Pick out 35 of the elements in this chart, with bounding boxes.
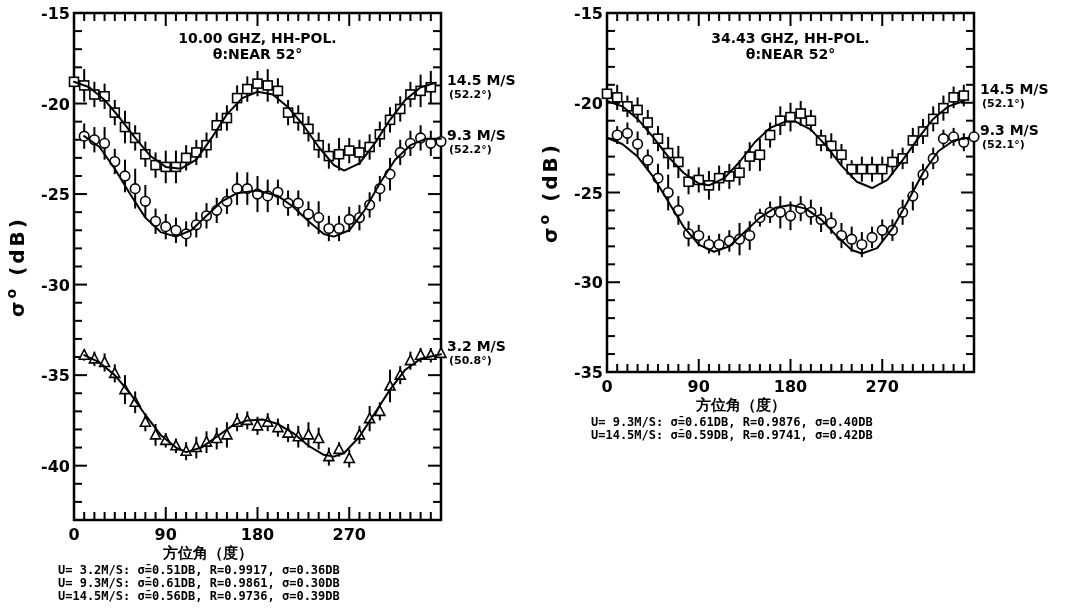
y-tick-label: -20 <box>41 94 70 114</box>
text: U= 9.3M/S: σ̄=0.61DB, R=0.9876, σ=0.40DB <box>591 415 873 429</box>
x-tick-label: 180 <box>240 525 275 544</box>
x-tick-label: 0 <box>601 377 613 396</box>
x-tick-label: 270 <box>332 525 366 544</box>
y-tick-label: -35 <box>574 363 603 382</box>
x-axis-title: 方位角（度） <box>161 544 253 562</box>
text: θ:NEAR 52° <box>212 46 303 62</box>
x-tick-label: 0 <box>68 525 80 544</box>
x-tick-label: 90 <box>154 525 177 544</box>
legend-label: 14.5 M/S (52.2°) <box>447 72 516 102</box>
text: θ:NEAR 52° <box>745 46 836 62</box>
x-tick-label: 90 <box>687 377 710 396</box>
text: U=14.5M/S: σ̄=0.56DB, R=0.9736, σ=0.39DB <box>58 589 340 603</box>
y-tick-label: -15 <box>41 4 70 23</box>
text: 10.00 GHZ, HH-POL. <box>178 30 337 46</box>
y-tick-label: -40 <box>41 456 70 476</box>
text: U= 9.3M/S: σ̄=0.61DB, R=0.9861, σ=0.30DB <box>58 576 340 590</box>
x-axis-title: 方位角（度） <box>694 396 786 414</box>
legend-label: 9.3 M/S (52.2°) <box>447 126 506 156</box>
legend-label: 9.3 M/S (52.1°) <box>980 121 1039 151</box>
x-tick-label: 180 <box>773 377 808 396</box>
text: 34.43 GHZ, HH-POL. <box>711 30 870 46</box>
text: U=14.5M/S: σ̄=0.59DB, R=0.9741, σ=0.42DB <box>591 428 873 442</box>
y-tick-label: -35 <box>41 366 70 386</box>
y-tick-label: -20 <box>574 93 603 113</box>
text: U= 3.2M/S: σ̄=0.51DB, R=0.9917, σ=0.36DB <box>58 563 340 577</box>
y-tick-label: -30 <box>41 275 70 295</box>
y-tick-label: -15 <box>574 4 603 23</box>
y-tick-label: -25 <box>41 185 70 205</box>
y-tick-label: -25 <box>574 183 603 203</box>
x-tick-label: 270 <box>865 377 899 396</box>
legend-label: 3.2 M/S (50.8°) <box>447 338 506 368</box>
y-tick-label: -30 <box>574 273 603 293</box>
legend-label: 14.5 M/S (52.1°) <box>980 80 1049 110</box>
